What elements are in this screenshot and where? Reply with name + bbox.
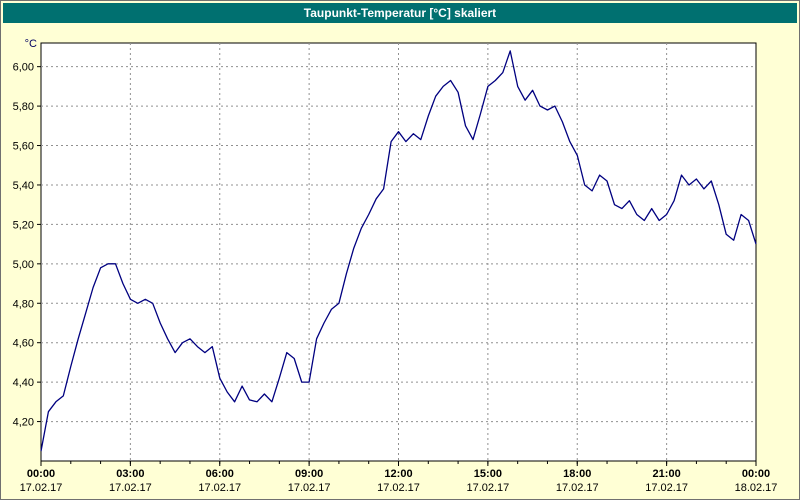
svg-text:5,00: 5,00: [13, 259, 34, 271]
svg-text:00:00: 00:00: [27, 468, 55, 480]
svg-text:4,20: 4,20: [13, 417, 34, 429]
y-axis-unit-label: °C: [25, 38, 37, 50]
y-axis-labels: 6,00 5,80 5,60 5,40 5,20 5,00 4,80 4,60 4,40 4,20: [13, 62, 34, 429]
svg-text:17.02.17: 17.02.17: [466, 482, 509, 494]
svg-text:00:00: 00:00: [742, 468, 770, 480]
svg-text:12:00: 12:00: [384, 468, 412, 480]
svg-text:17.02.17: 17.02.17: [288, 482, 331, 494]
x-axis-labels: 00:00 17.02.17 03:00 17.02.17 06:00 17.02.17 0…: [20, 468, 778, 494]
svg-text:03:00: 03:00: [116, 468, 144, 480]
series-line-taupunkt: [40, 50, 757, 452]
svg-text:21:00: 21:00: [653, 468, 681, 480]
svg-text:18:00: 18:00: [563, 468, 591, 480]
svg-text:5,40: 5,40: [13, 180, 34, 192]
svg-text:5,20: 5,20: [13, 219, 34, 231]
svg-text:6,00: 6,00: [13, 62, 34, 74]
svg-text:4,40: 4,40: [13, 377, 34, 389]
axis-ticks: [37, 66, 757, 466]
chart-title-bar: Taupunkt-Temperatur [°C] skaliert: [3, 3, 797, 23]
svg-text:5,60: 5,60: [13, 141, 34, 153]
svg-text:18.02.17: 18.02.17: [735, 482, 778, 494]
svg-text:09:00: 09:00: [295, 468, 323, 480]
svg-text:17.02.17: 17.02.17: [556, 482, 599, 494]
svg-text:06:00: 06:00: [206, 468, 234, 480]
chart-area: 6,00 5,80 5,60 5,40 5,20 5,00 4,80 4,60 4,40 4,20…: [1, 25, 799, 499]
svg-text:4,80: 4,80: [13, 298, 34, 310]
svg-text:4,60: 4,60: [13, 338, 34, 350]
svg-text:17.02.17: 17.02.17: [20, 482, 63, 494]
svg-text:17.02.17: 17.02.17: [645, 482, 688, 494]
svg-text:17.02.17: 17.02.17: [198, 482, 241, 494]
chart-canvas: 6,00 5,80 5,60 5,40 5,20 5,00 4,80 4,60 4,40 4,20…: [13, 38, 778, 494]
grid-lines: [41, 43, 756, 461]
svg-text:17.02.17: 17.02.17: [109, 482, 152, 494]
svg-text:15:00: 15:00: [474, 468, 502, 480]
svg-text:5,80: 5,80: [13, 101, 34, 113]
svg-text:17.02.17: 17.02.17: [377, 482, 420, 494]
plot-background: [40, 42, 757, 462]
